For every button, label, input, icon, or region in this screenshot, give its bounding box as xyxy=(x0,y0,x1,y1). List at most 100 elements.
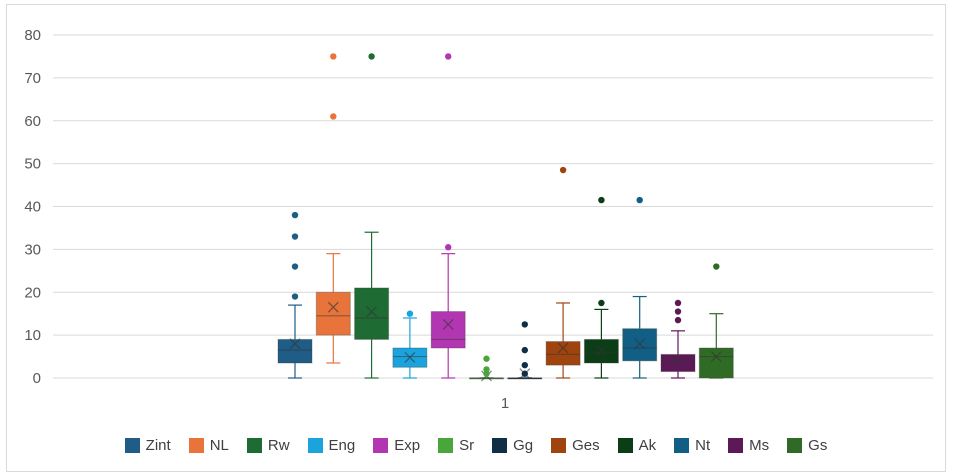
y-tick-label: 50 xyxy=(24,156,41,173)
y-axis-ticks: 0 10 20 30 40 50 60 70 80 xyxy=(24,27,41,387)
mean-marker xyxy=(442,318,454,330)
legend-item: Nt xyxy=(674,437,710,454)
legend-item: Exp xyxy=(373,437,420,454)
mean-marker xyxy=(366,306,378,318)
legend-swatch xyxy=(617,438,633,453)
legend-item: Sr xyxy=(438,437,474,454)
box-exp xyxy=(430,53,466,379)
outlier-point xyxy=(521,346,528,354)
box-sr xyxy=(469,355,504,382)
box-iqr xyxy=(698,347,734,379)
outlier-point xyxy=(598,299,605,307)
legend-swatch xyxy=(787,438,803,453)
legend-label: NL xyxy=(209,437,229,454)
outlier-point xyxy=(674,299,682,307)
outlier-point xyxy=(445,244,452,251)
box-iqr xyxy=(545,341,581,366)
mean-marker xyxy=(557,342,569,354)
box-nl xyxy=(315,53,351,364)
outlier-point xyxy=(330,113,337,120)
legend-swatch xyxy=(492,438,508,453)
box-gs xyxy=(698,263,734,379)
legend-item: Ms xyxy=(728,437,769,454)
y-tick-label: 80 xyxy=(24,27,41,44)
legend-swatch xyxy=(188,438,204,453)
box-iqr xyxy=(277,338,313,364)
outlier-point xyxy=(713,263,720,270)
legend-item: Rw xyxy=(246,437,290,454)
y-tick-label: 70 xyxy=(24,70,41,87)
outlier-point xyxy=(483,366,490,373)
legend-swatch xyxy=(728,438,744,453)
outlier-point xyxy=(521,370,528,377)
legend-swatch xyxy=(307,438,323,453)
mean-marker xyxy=(289,338,301,350)
legend-label: Nt xyxy=(695,437,711,454)
mean-marker xyxy=(327,301,339,313)
mean-marker xyxy=(672,355,684,367)
y-tick-label: 40 xyxy=(24,199,41,216)
legend-item: Eng xyxy=(307,437,356,454)
legend-label: Ak xyxy=(638,437,657,454)
outlier-point xyxy=(521,321,528,328)
legend-item: NL xyxy=(188,437,229,454)
legend-label: Ges xyxy=(572,437,600,454)
y-tick-label: 10 xyxy=(24,327,41,344)
mean-marker xyxy=(404,351,416,363)
outlier-point xyxy=(330,53,337,60)
box-eng xyxy=(392,310,428,379)
outlier-point xyxy=(445,53,452,60)
box-ak xyxy=(583,196,619,379)
legend-label: Rw xyxy=(267,437,290,454)
outlier-point xyxy=(521,361,528,369)
outlier-point xyxy=(559,166,567,174)
box-rw xyxy=(354,53,390,379)
outlier-point xyxy=(291,233,299,240)
y-tick-label: 20 xyxy=(24,284,41,301)
box-plot: 0 10 20 30 40 50 60 70 80 1 xyxy=(24,27,933,412)
legend-label: Gg xyxy=(513,437,534,454)
outlier-point xyxy=(406,310,414,317)
outlier-point xyxy=(483,355,490,362)
y-tick-label: 60 xyxy=(24,113,41,130)
legend-item: Gg xyxy=(492,437,533,454)
box-gg xyxy=(507,321,543,380)
outlier-point xyxy=(636,196,643,204)
legend-label: Ms xyxy=(749,437,770,454)
legend-label: Eng xyxy=(328,437,356,454)
mean-marker xyxy=(710,351,722,363)
box-series xyxy=(277,53,734,382)
box-iqr xyxy=(430,311,466,349)
gridlines xyxy=(53,34,933,379)
legend-item: Ak xyxy=(617,437,657,454)
y-tick-label: 30 xyxy=(24,241,41,258)
legend: Zint NL Rw Eng Exp Sr Gg Ges Ak Nt Ms Gs xyxy=(7,437,945,454)
box-iqr xyxy=(354,287,390,340)
y-tick-label: 0 xyxy=(33,370,41,387)
legend-swatch xyxy=(438,438,454,453)
outlier-point xyxy=(291,263,299,270)
box-ms xyxy=(660,299,696,379)
box-zint xyxy=(277,211,313,379)
outlier-point xyxy=(291,211,299,219)
legend-swatch xyxy=(674,438,690,453)
box-iqr xyxy=(315,291,351,336)
legend-item: Zint xyxy=(124,437,171,454)
mean-marker xyxy=(595,344,607,356)
legend-swatch xyxy=(124,438,140,453)
outlier-point xyxy=(674,316,682,324)
box-iqr xyxy=(660,353,696,373)
box-iqr xyxy=(583,338,619,364)
box-nt xyxy=(622,196,658,379)
legend-item: Ges xyxy=(551,437,600,454)
legend-label: Gs xyxy=(808,437,828,454)
outlier-point xyxy=(674,308,682,315)
chart-frame: 0 10 20 30 40 50 60 70 80 1 Zint NL Rw Eng Exp Sr Gg Ge… xyxy=(6,4,946,472)
legend-label: Exp xyxy=(394,437,421,454)
legend-item: Gs xyxy=(787,437,827,454)
outlier-point xyxy=(598,196,605,204)
legend-swatch xyxy=(246,438,262,453)
outlier-point xyxy=(368,53,375,60)
legend-swatch xyxy=(373,438,389,453)
x-axis-ticks: 1 xyxy=(501,395,509,412)
